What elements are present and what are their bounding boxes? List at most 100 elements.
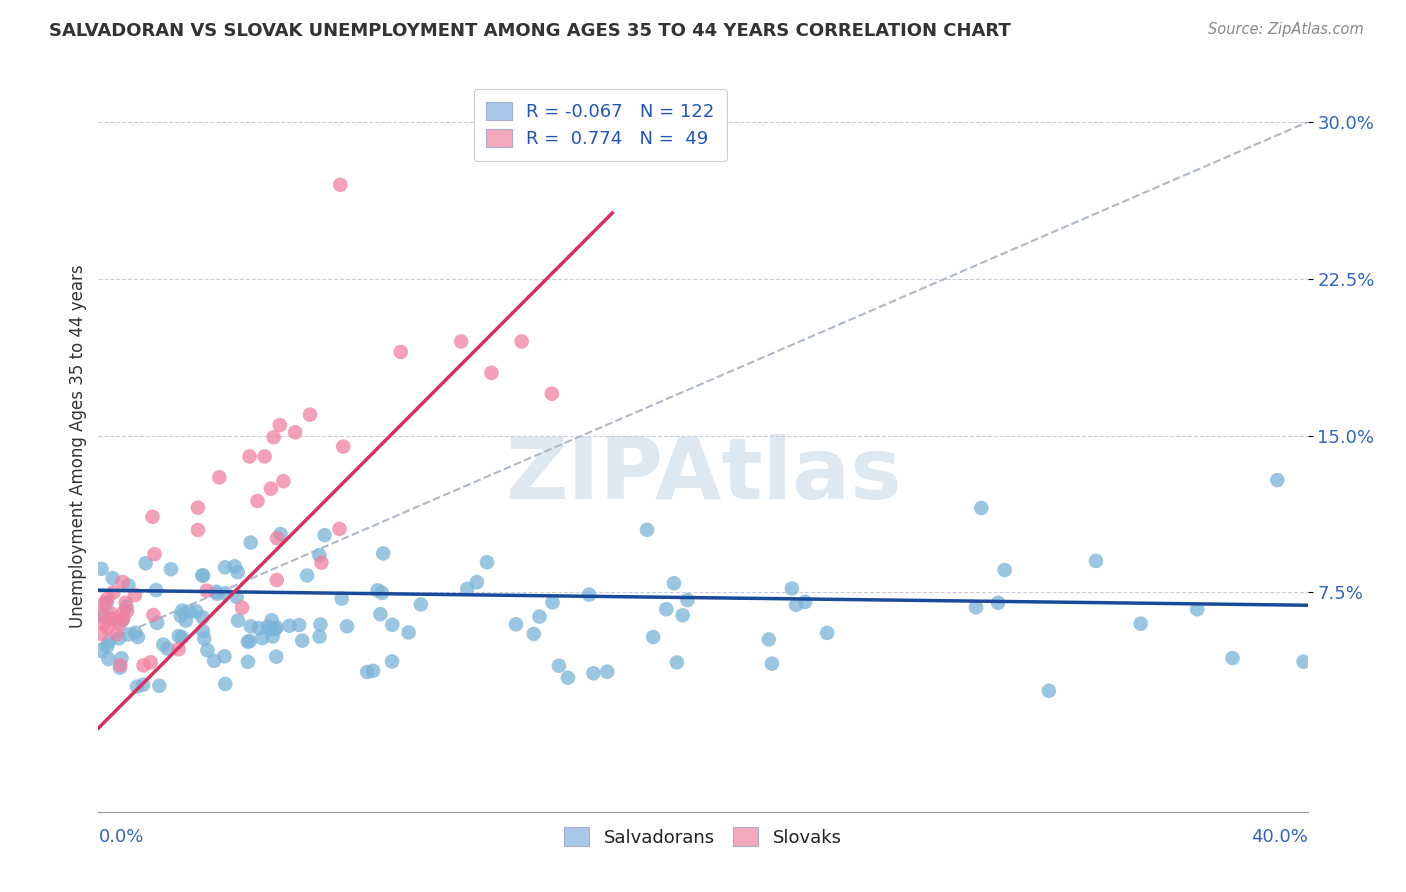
Point — [127, 630, 149, 644]
Point — [148, 679, 170, 693]
Point — [259, 622, 281, 636]
Point — [761, 657, 783, 671]
Point — [260, 613, 283, 627]
Legend: Salvadorans, Slovaks: Salvadorans, Slovaks — [557, 820, 849, 854]
Point — [205, 584, 228, 599]
Point — [111, 606, 134, 620]
Point — [141, 509, 163, 524]
Point — [191, 624, 214, 638]
Point — [142, 607, 165, 622]
Point — [273, 474, 295, 488]
Point — [356, 665, 378, 679]
Point — [475, 555, 498, 569]
Point — [224, 559, 246, 574]
Point — [370, 607, 392, 622]
Point — [291, 633, 314, 648]
Point — [263, 430, 285, 444]
Point — [98, 634, 121, 648]
Point — [1267, 473, 1289, 487]
Point — [295, 568, 318, 582]
Point — [93, 616, 115, 631]
Point — [90, 562, 112, 576]
Point — [780, 582, 803, 596]
Point — [266, 573, 288, 587]
Text: ZIPAtlas: ZIPAtlas — [505, 434, 901, 516]
Point — [308, 548, 330, 562]
Point — [262, 629, 284, 643]
Point — [208, 470, 231, 484]
Point — [214, 677, 236, 691]
Point — [187, 523, 209, 537]
Point — [330, 591, 353, 606]
Point — [191, 568, 214, 582]
Point — [214, 560, 236, 574]
Point — [124, 625, 146, 640]
Point — [214, 649, 236, 664]
Point — [758, 632, 780, 647]
Point — [336, 619, 359, 633]
Point — [270, 527, 292, 541]
Point — [456, 582, 478, 596]
Point — [146, 615, 169, 630]
Point — [205, 587, 228, 601]
Point — [510, 334, 533, 349]
Point — [371, 586, 394, 600]
Point — [117, 578, 139, 592]
Point — [672, 608, 695, 623]
Point — [314, 528, 336, 542]
Point — [172, 603, 194, 617]
Point — [578, 588, 600, 602]
Point — [299, 408, 322, 422]
Point — [253, 450, 276, 464]
Point — [540, 386, 562, 401]
Point — [202, 654, 225, 668]
Point — [114, 596, 136, 610]
Point — [361, 664, 384, 678]
Point — [548, 658, 571, 673]
Y-axis label: Unemployment Among Ages 35 to 44 years: Unemployment Among Ages 35 to 44 years — [69, 264, 87, 628]
Point — [582, 666, 605, 681]
Point — [96, 591, 118, 606]
Text: SALVADORAN VS SLOVAK UNEMPLOYMENT AMONG AGES 35 TO 44 YEARS CORRELATION CHART: SALVADORAN VS SLOVAK UNEMPLOYMENT AMONG … — [49, 22, 1011, 40]
Point — [541, 595, 564, 609]
Point — [160, 562, 183, 576]
Point — [523, 627, 546, 641]
Point — [115, 599, 138, 614]
Point — [170, 630, 193, 644]
Point — [676, 593, 699, 607]
Point — [112, 612, 135, 626]
Text: 0.0%: 0.0% — [98, 829, 143, 847]
Point — [96, 621, 118, 635]
Point — [389, 345, 412, 359]
Point — [167, 629, 190, 643]
Point — [529, 609, 551, 624]
Point — [1038, 683, 1060, 698]
Point — [132, 678, 155, 692]
Point — [1222, 651, 1244, 665]
Point — [105, 627, 128, 641]
Point — [90, 627, 112, 641]
Point — [236, 635, 259, 649]
Point — [90, 609, 112, 624]
Point — [264, 649, 287, 664]
Point — [662, 576, 685, 591]
Point — [111, 613, 134, 627]
Point — [465, 575, 488, 590]
Point — [225, 590, 247, 604]
Point — [965, 600, 987, 615]
Point — [125, 680, 148, 694]
Point — [398, 625, 420, 640]
Point — [785, 598, 807, 612]
Point — [332, 440, 354, 454]
Point — [257, 619, 280, 633]
Point — [381, 655, 404, 669]
Point — [557, 671, 579, 685]
Point — [288, 618, 311, 632]
Point — [308, 630, 330, 644]
Point — [250, 631, 273, 645]
Point — [98, 611, 121, 625]
Point — [101, 571, 124, 585]
Point — [481, 366, 503, 380]
Point — [284, 425, 307, 440]
Point — [97, 652, 120, 666]
